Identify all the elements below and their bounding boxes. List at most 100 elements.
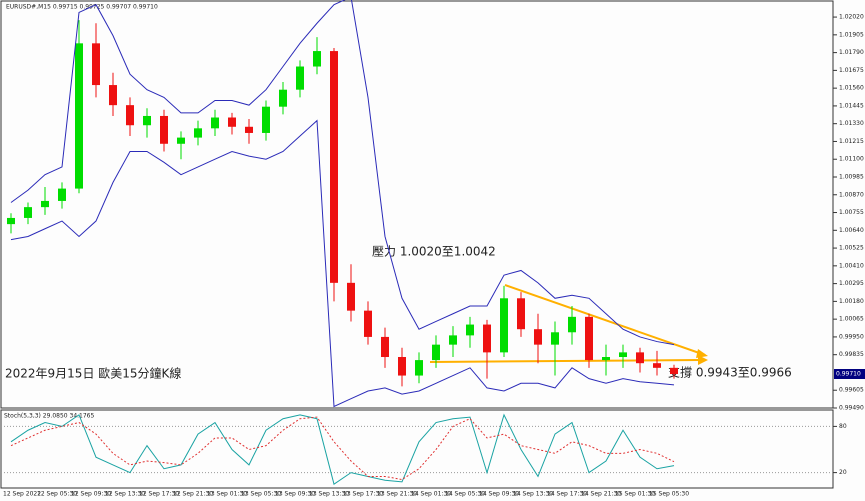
- candle-body: [109, 85, 117, 106]
- last-price-label: 0.99710: [836, 371, 861, 378]
- y-tick-label: 1.01560: [839, 85, 864, 92]
- candle-body: [500, 298, 508, 353]
- candle-body: [245, 126, 253, 133]
- x-tick-label: 14 Sep 05:30: [445, 491, 485, 498]
- candle-body: [517, 298, 525, 330]
- candle-body: [585, 316, 593, 361]
- candle-body: [75, 43, 83, 189]
- y-tick-label: 1.01215: [839, 138, 864, 145]
- x-tick-label: 12 Sep 05:30: [37, 491, 77, 498]
- candle-body: [432, 344, 440, 361]
- candle-body: [347, 282, 355, 311]
- x-tick-label: 12 Sep 09:30: [71, 491, 111, 498]
- x-tick-label: 14 Sep 13:30: [513, 491, 553, 498]
- x-tick-label: 12 Sep 2022: [3, 491, 41, 498]
- candle-body: [262, 106, 270, 133]
- annotation: 2022年9月15日 歐美15分鐘K線: [5, 366, 181, 381]
- candle-body: [296, 66, 304, 90]
- annotation: 支撐 0.9943至0.9966: [668, 366, 792, 380]
- y-tick-label: 0.99835: [839, 351, 864, 358]
- y-tick-label: 1.00180: [839, 298, 864, 305]
- series-line: [10, 416, 675, 481]
- candle-body: [177, 137, 185, 144]
- candle-body: [330, 51, 338, 283]
- chart-title: EURUSD#,M15 0.99715 0.99725 0.99707 0.99…: [6, 4, 158, 11]
- stoch-frame: [0, 409, 834, 489]
- candle-body: [551, 332, 559, 345]
- x-tick-label: 12 Sep 13:30: [105, 491, 145, 498]
- y-tick-label: 1.02020: [839, 14, 864, 21]
- y-tick-label: 1.00065: [839, 316, 864, 323]
- resistance-trendline: [504, 284, 706, 356]
- candle-body: [381, 336, 389, 358]
- y-tick-label: 0.99490: [839, 405, 864, 412]
- stoch-title: Stoch(5,3,3) 29.0850 34.1765: [4, 413, 95, 420]
- candle-body: [211, 117, 219, 129]
- y-tick-label: 1.00525: [839, 245, 864, 252]
- candle-body: [313, 51, 321, 67]
- y-tick-label: 20: [839, 469, 847, 476]
- x-tick-label: 14 Sep 17:30: [547, 491, 587, 498]
- annotation: 壓力 1.0020至1.0042: [372, 245, 496, 259]
- x-tick-label: 13 Sep 13:30: [309, 491, 349, 498]
- y-tick-label: 1.01445: [839, 102, 864, 109]
- x-tick-label: 13 Sep 01:30: [207, 491, 247, 498]
- candle-body: [143, 115, 151, 126]
- candle-body: [228, 117, 236, 127]
- candle-body: [653, 363, 661, 368]
- y-tick-label: 1.01100: [839, 156, 864, 163]
- candle-body: [126, 105, 134, 126]
- y-tick-label: 1.00985: [839, 173, 864, 180]
- x-tick-label: 12 Sep 17:30: [139, 491, 179, 498]
- candle-body: [534, 329, 542, 345]
- candle-body: [7, 217, 15, 225]
- x-tick-label: 14 Sep 21:30: [581, 491, 621, 498]
- candle-body: [279, 89, 287, 107]
- y-tick-label: 1.00640: [839, 227, 864, 234]
- series-line: [10, 413, 675, 485]
- candle-body: [194, 128, 202, 138]
- candle-body: [58, 188, 66, 201]
- candle-body: [415, 360, 423, 376]
- x-tick-label: 12 Sep 21:30: [173, 491, 213, 498]
- last-price-box: [834, 369, 865, 380]
- candle-body: [41, 200, 49, 208]
- y-tick-label: 1.00755: [839, 209, 864, 216]
- candle-body: [602, 357, 610, 361]
- y-tick-label: 1.01675: [839, 67, 864, 74]
- x-tick-label: 15 Sep 05:30: [649, 491, 689, 498]
- main-frame: [0, 0, 834, 409]
- x-tick-label: 13 Sep 09:30: [275, 491, 315, 498]
- candle-body: [449, 335, 457, 345]
- y-tick-label: 1.00410: [839, 262, 864, 269]
- candle-body: [636, 352, 644, 364]
- candle-body: [160, 115, 168, 144]
- x-tick-label: 13 Sep 05:30: [241, 491, 281, 498]
- candle-body: [619, 352, 627, 358]
- x-tick-label: 13 Sep 21:30: [377, 491, 417, 498]
- x-tick-label: 15 Sep 01:30: [615, 491, 655, 498]
- y-tick-label: 0.99605: [839, 387, 864, 394]
- y-tick-label: 1.01905: [839, 31, 864, 38]
- candle-body: [398, 357, 406, 376]
- candle-body: [568, 316, 576, 333]
- y-tick-label: 1.01790: [839, 49, 864, 56]
- candle-body: [24, 207, 32, 218]
- arrow-head: [698, 355, 708, 365]
- y-tick-label: 80: [839, 423, 847, 430]
- y-tick-label: 1.01330: [839, 120, 864, 127]
- candle-body: [483, 324, 491, 353]
- x-tick-label: 13 Sep 17:30: [343, 491, 383, 498]
- candle-body: [670, 367, 678, 375]
- x-tick-label: 14 Sep 01:30: [411, 491, 451, 498]
- candle-body: [364, 310, 372, 337]
- series-line: [10, 0, 675, 346]
- x-tick-label: 14 Sep 09:30: [479, 491, 519, 498]
- candle-body: [92, 43, 100, 86]
- candle-body: [466, 324, 474, 336]
- support-trendline: [429, 359, 701, 363]
- y-tick-label: 1.00295: [839, 280, 864, 287]
- series-line: [10, 119, 675, 408]
